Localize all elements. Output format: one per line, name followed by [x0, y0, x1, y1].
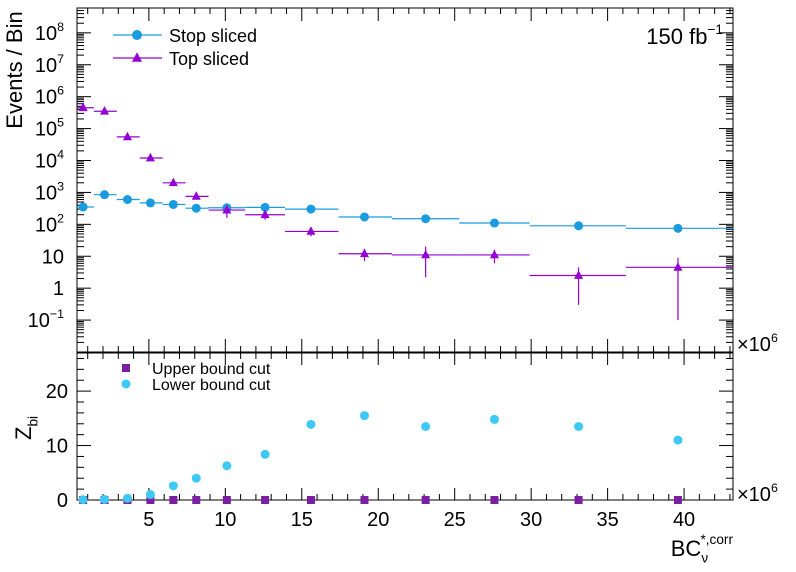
y-tick-label: 106: [35, 84, 64, 109]
x-multiplier-label: ×106: [737, 481, 778, 506]
data-point: [421, 496, 430, 504]
data-point: [574, 221, 584, 231]
data-point: [489, 414, 499, 424]
data-point: [191, 203, 201, 213]
y-tick-label: 10: [46, 436, 68, 458]
legend-label: Top sliced: [169, 49, 249, 69]
y-tick-label: 108: [35, 20, 64, 45]
y-tick-label: 1: [53, 278, 64, 300]
data-point: [359, 411, 369, 421]
data-point: [421, 214, 431, 224]
series-top-sliced: [77, 102, 733, 321]
legend-label: Lower bound cut: [152, 377, 271, 394]
data-point: [306, 419, 316, 429]
data-point: [168, 199, 178, 209]
legend-marker: [132, 52, 142, 62]
data-point: [78, 202, 88, 212]
data-point: [260, 209, 270, 219]
y-tick-label: 20: [46, 381, 68, 403]
x-multiplier-label: ×106: [737, 331, 778, 356]
data-point: [100, 494, 110, 504]
y-tick-label: 102: [35, 211, 64, 236]
data-point: [490, 496, 499, 504]
data-point: [168, 177, 178, 187]
data-point: [145, 152, 155, 162]
data-point: [78, 495, 88, 505]
data-point: [191, 191, 201, 200]
data-point: [574, 496, 583, 504]
data-point: [222, 461, 232, 471]
data-point: [673, 223, 683, 233]
legend-marker: [121, 379, 131, 389]
data-point: [168, 481, 178, 491]
data-point: [673, 435, 683, 445]
data-point: [100, 106, 110, 115]
x-tick-label: 5: [143, 509, 154, 531]
data-point: [122, 194, 132, 204]
data-point: [306, 204, 316, 214]
legend-marker: [122, 364, 130, 372]
y-axis-label: Events / Bin: [2, 11, 27, 128]
series-lower-bound-cut: [78, 411, 683, 505]
data-point: [359, 212, 369, 222]
data-point: [421, 249, 431, 259]
data-point: [146, 496, 155, 504]
data-point: [673, 496, 682, 504]
plot-frame: [76, 352, 734, 501]
data-point: [100, 190, 110, 200]
y-tick-label: 0: [57, 490, 68, 512]
y-axis-label: Zbi: [11, 416, 41, 440]
data-point: [574, 422, 584, 431]
luminosity-label: 150 fb−1: [646, 22, 723, 49]
legend-label: Stop sliced: [169, 26, 257, 46]
y-tick-label: 10: [42, 246, 64, 268]
data-point: [222, 496, 231, 504]
data-point: [260, 449, 270, 459]
data-point: [489, 249, 499, 259]
data-point: [673, 262, 683, 271]
data-point: [169, 496, 178, 504]
y-tick-label: 10−1: [28, 307, 64, 332]
data-point: [306, 496, 315, 504]
y-tick-label: 103: [35, 179, 64, 204]
x-tick-label: 25: [444, 509, 466, 531]
y-tick-label: 104: [35, 148, 64, 173]
legend-label: Upper bound cut: [152, 361, 271, 378]
data-point: [260, 202, 270, 212]
data-point: [145, 198, 155, 208]
data-point: [574, 270, 584, 279]
data-point: [222, 204, 232, 214]
series-stop-sliced: [77, 190, 733, 233]
data-point: [261, 496, 270, 504]
data-point: [78, 102, 88, 112]
y-tick-label: 105: [35, 116, 64, 141]
data-point: [421, 422, 431, 431]
legend-marker: [132, 30, 142, 40]
x-tick-label: 35: [596, 509, 618, 531]
x-tick-label: 10: [214, 509, 236, 531]
bottom-panel: 5 10 15 20 25 30 35 40 0 10 20 ×106 Zbi BCν*,corr Uppe…: [11, 352, 778, 566]
data-point: [359, 248, 369, 258]
data-point: [191, 473, 201, 483]
x-tick-label: 15: [291, 509, 313, 531]
data-point: [360, 496, 369, 504]
data-point: [306, 226, 316, 235]
x-tick-label: 20: [367, 509, 389, 531]
top-panel: 10−1 1 10 102 103 104 105 106 107 108 ×106 Events /…: [2, 7, 778, 356]
data-point: [122, 131, 132, 141]
data-point: [145, 490, 155, 500]
x-axis-label: BCν*,corr: [671, 532, 734, 566]
data-point: [489, 218, 499, 228]
data-point: [192, 496, 201, 504]
data-point: [122, 493, 132, 503]
x-tick-label: 40: [673, 509, 695, 531]
y-tick-label: 107: [35, 52, 64, 77]
x-tick-label: 30: [520, 509, 542, 531]
plot-frame: [76, 7, 734, 353]
